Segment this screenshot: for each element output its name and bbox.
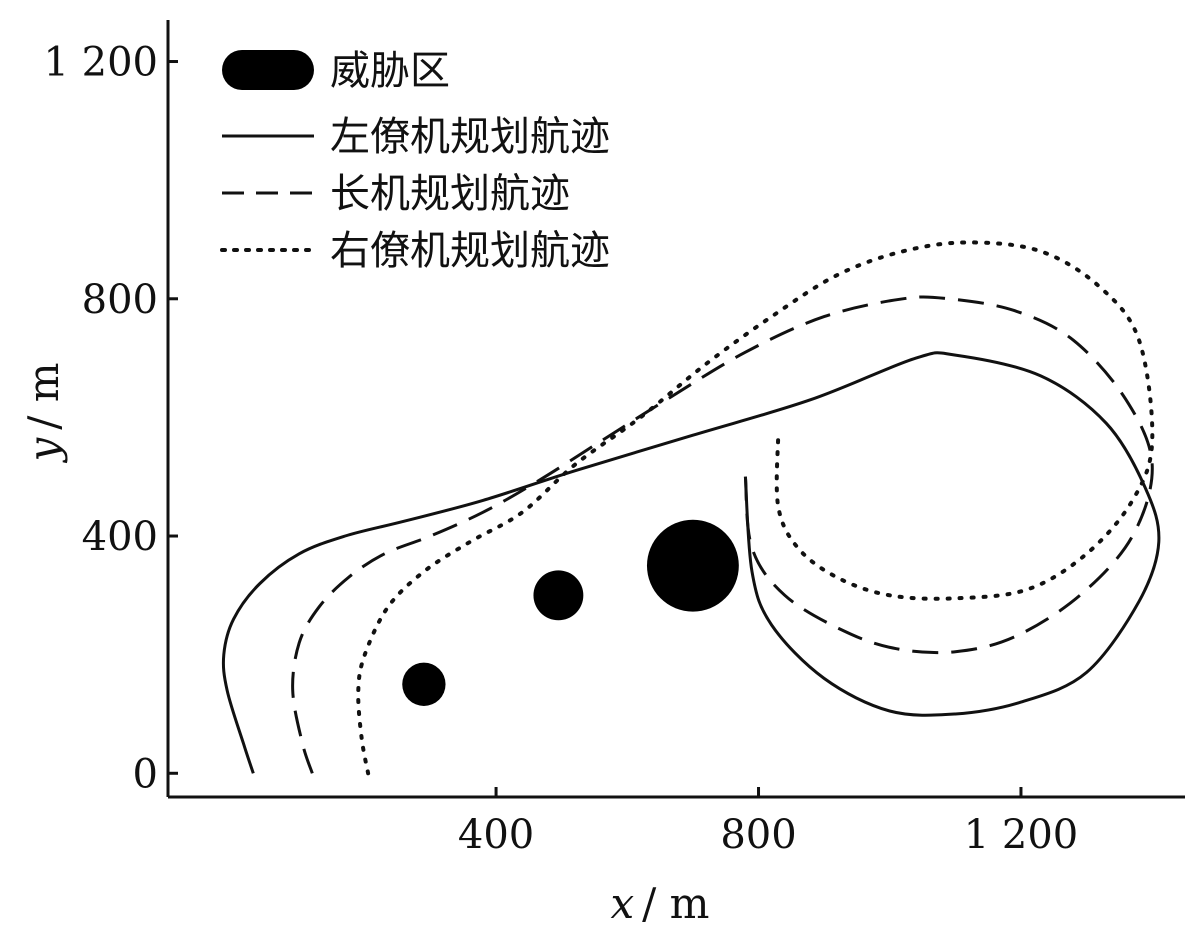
- x-axis-label: x / m: [610, 879, 709, 928]
- legend-swatch-threat-zone: [222, 50, 314, 90]
- path-right-wingman: [356, 240, 1155, 776]
- x-tick-label: 400: [458, 812, 534, 858]
- y-axis-label: y/ m: [19, 362, 68, 463]
- threat-zone-2: [533, 570, 584, 621]
- path-left-wingman: [221, 351, 1161, 774]
- y-tick-label: 400: [82, 514, 158, 560]
- ticks-layer: 400 800 1 200 0 400 800 1 200: [43, 40, 1078, 858]
- axes-layer: [166, 20, 1185, 799]
- x-tick-label: 800: [720, 812, 796, 858]
- threat-zone-3: [402, 662, 446, 706]
- y-tick-label: 0: [133, 751, 158, 797]
- path-leader: [291, 295, 1154, 774]
- legend-label-left-wingman: 左僚机规划航迹: [330, 114, 610, 160]
- legend-label-threat-zone: 威胁区: [330, 48, 450, 94]
- legend-label-right-wingman: 右僚机规划航迹: [330, 228, 610, 274]
- y-tick-label: 800: [82, 277, 158, 323]
- x-tick-label: 1 200: [964, 812, 1079, 858]
- legend-label-leader: 长机规划航迹: [330, 171, 570, 217]
- legend: 威胁区 左僚机规划航迹 长机规划航迹 右僚机规划航迹: [220, 48, 610, 274]
- plot-layer: [221, 240, 1161, 776]
- threat-zone-1: [646, 519, 739, 612]
- y-tick-label: 1 200: [43, 40, 158, 86]
